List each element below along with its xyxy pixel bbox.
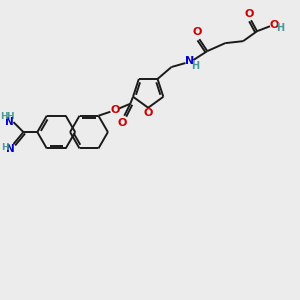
Text: H: H [276, 23, 284, 33]
Text: N: N [185, 56, 194, 66]
Text: H: H [1, 142, 8, 152]
Text: H: H [191, 61, 200, 71]
Text: N: N [6, 144, 15, 154]
Text: O: O [118, 118, 127, 128]
Text: O: O [111, 105, 120, 115]
Text: H: H [6, 112, 13, 121]
Text: O: O [143, 108, 153, 118]
Text: O: O [269, 20, 279, 30]
Text: O: O [193, 27, 202, 37]
Text: O: O [244, 9, 254, 19]
Text: N: N [5, 117, 14, 127]
Text: H: H [0, 112, 7, 121]
